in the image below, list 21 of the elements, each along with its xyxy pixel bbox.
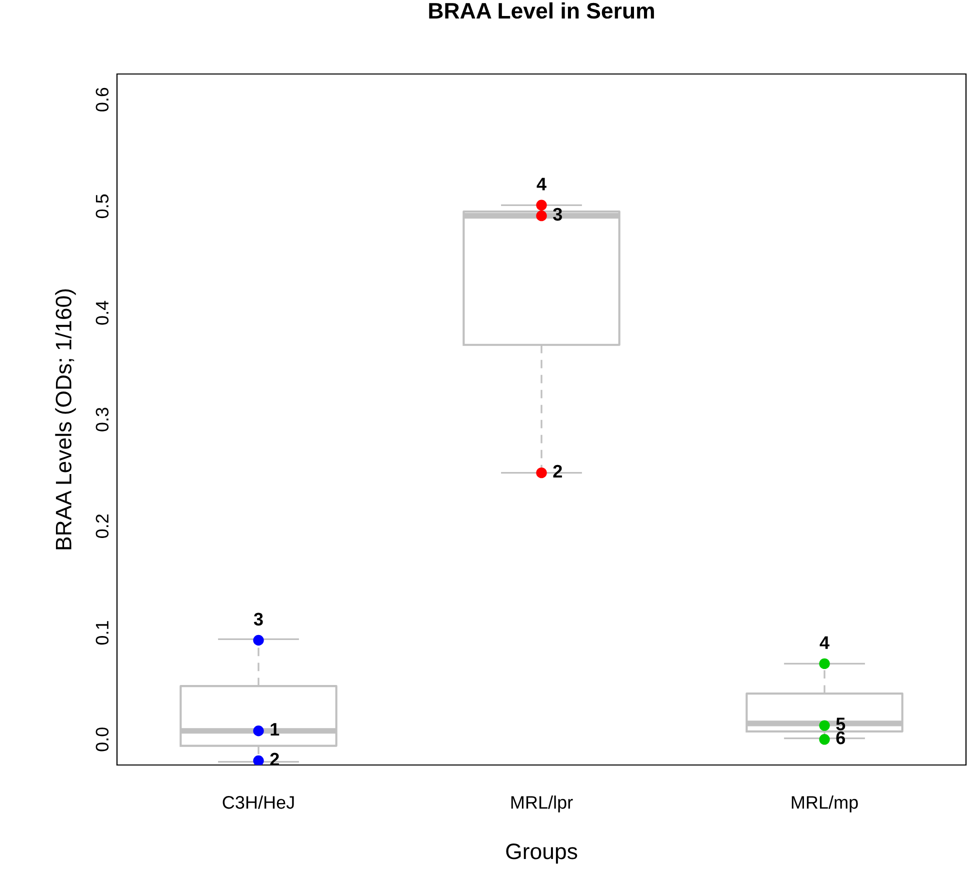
- annotation: 1: [270, 723, 280, 736]
- annotation: 6: [836, 731, 845, 744]
- x-tick-label: MRL/lpr: [511, 796, 573, 812]
- y-tick-label: 0.6: [96, 88, 109, 112]
- annotation: 3: [553, 208, 562, 221]
- y-tick-label: 0.5: [96, 194, 109, 218]
- y-axis-title: BRAA Levels (ODs; 1/160): [55, 289, 76, 550]
- y-tick-label: 0.3: [96, 408, 109, 432]
- annotation: 5: [836, 718, 846, 730]
- x-axis-title: Groups: [506, 844, 578, 864]
- annotation: 3: [254, 612, 263, 626]
- y-tick-label: 0.2: [96, 514, 109, 538]
- annotation: 4: [820, 636, 830, 649]
- x-tick-label: MRL/mp: [792, 796, 858, 812]
- chart-title: BRAA Level in Serum: [429, 2, 654, 19]
- y-tick-label: 0.1: [96, 621, 109, 645]
- annotation: 4: [536, 178, 546, 190]
- y-tick-label: 0.4: [96, 300, 109, 325]
- x-tick-label: C3H/HeJ: [222, 796, 294, 809]
- annotation: 2: [553, 464, 562, 478]
- y-tick-label: 0.0: [96, 728, 109, 752]
